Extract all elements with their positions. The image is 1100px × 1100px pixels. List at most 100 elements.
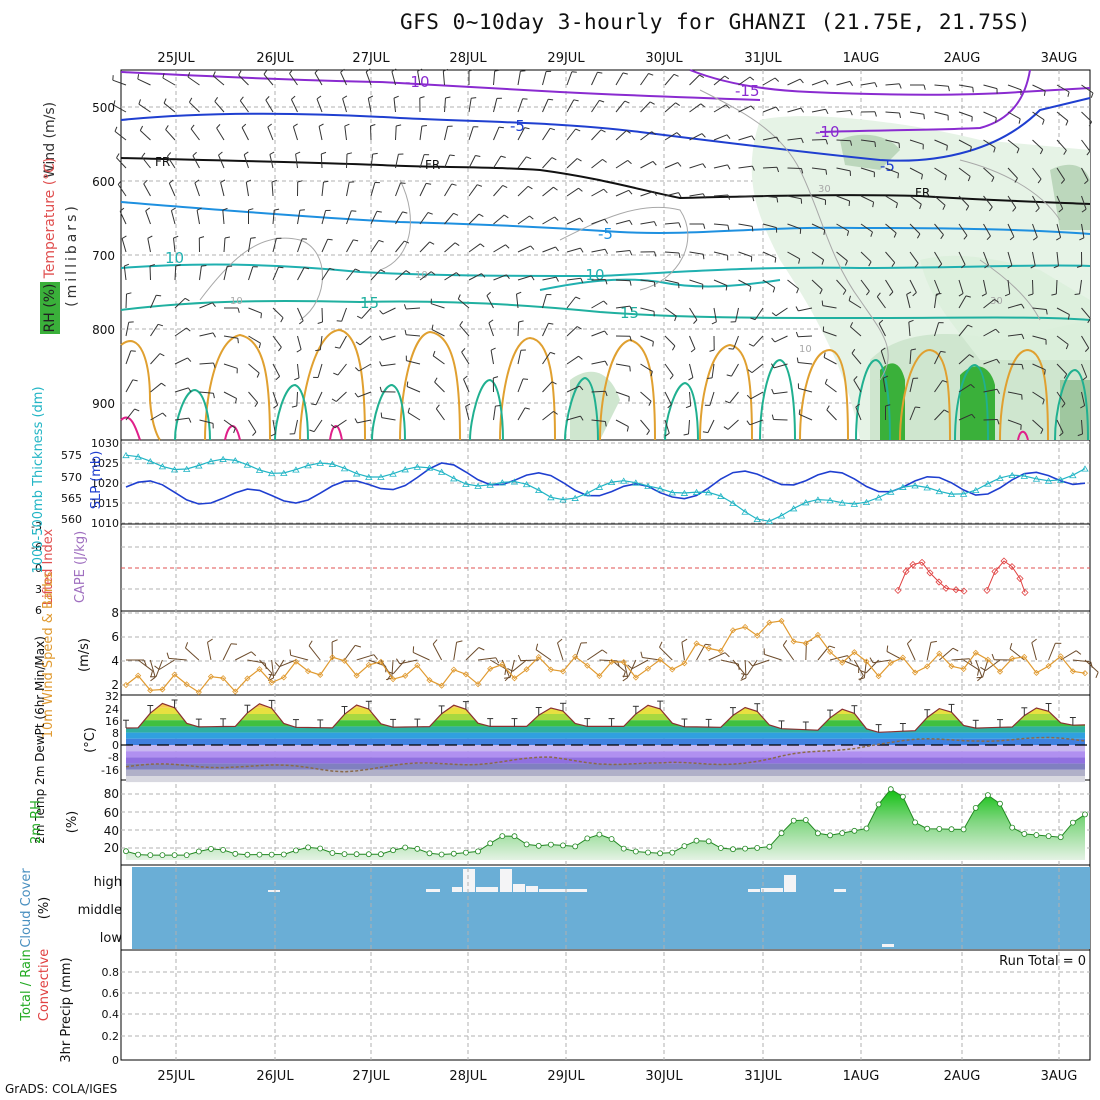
thickness-point [243,461,252,468]
upper-wind-barb-flag [263,69,268,75]
upper-wind-barb-flag [627,160,632,165]
upper-wind-barb-flag [967,324,973,328]
date-label-bottom: 31JUL [744,1069,782,1084]
thickness-point [850,500,859,507]
upper-wind-barb [406,386,421,393]
upper-wind-barb [434,381,445,393]
upper-wind-barb-flag [604,249,608,255]
rh-axis-label: RH (%) [42,284,58,333]
wind-barb [587,649,603,661]
wind-barb [465,647,480,661]
upper-temperature-contours [120,69,1091,321]
upper-wind-barb [664,251,680,254]
upper-wind-barb [958,251,966,265]
upper-wind-barb [566,326,578,337]
upper-wind-barb [1081,167,1089,181]
rh-point [766,843,773,850]
upper-wind-barb [419,271,432,281]
rh-point [195,848,202,855]
rh2m-axis-label: 2m RH [29,800,44,844]
wind-barb [557,642,564,661]
upper-wind-barb [811,139,827,141]
upper-wind-barb-flag [465,403,471,407]
upper-wind-barb-flag [915,406,921,409]
upper-wind-barb [640,160,654,169]
wind-barb-flag [977,669,980,676]
upper-wind-barb-flag [393,95,399,99]
upper-wind-barb [241,127,249,141]
upper-wind-barb-flag [239,96,244,102]
upper-wind-barb [1032,419,1044,430]
upper-wind-barb [444,154,451,169]
upper-wind-barb [340,72,347,86]
upper-wind-barb [855,406,862,421]
upper-wind-barb-flag [121,235,127,239]
upper-wind-barb-flag [874,111,877,117]
thickness-point [729,499,737,507]
upper-wind-barb [878,323,886,337]
rh-point [462,849,469,856]
upper-wind-barb-flag [147,235,153,239]
ytick-label: 0 [35,562,42,575]
upper-wind-barb-flag [996,358,1001,364]
wind-barb-flag [869,657,874,664]
wind-barb-flag [274,662,280,668]
upper-wind-barb [341,307,347,322]
upper-wind-barb [223,237,226,253]
upper-wind-barb-flag [457,294,461,300]
upper-wind-barb-flag [196,207,202,211]
ytick-label: 8 [111,606,119,620]
upper-wind-barb-flag [889,291,894,296]
upper-wind-barb-flag [494,69,500,72]
wind-barb-flag [432,639,438,645]
wind-speed-point [280,674,287,681]
upper-wind-barb [370,240,380,253]
upper-wind-barb-flag [844,260,848,266]
wind-barb-flag [395,658,401,664]
thickness-point [1020,472,1029,479]
upper-wind-barb-flag [293,123,298,128]
upper-wind-barb-flag [908,319,914,323]
upper-wind-barb [1081,139,1091,152]
wind-speed-point [329,654,336,661]
cloud-cover-blocks [268,869,894,947]
upper-wind-barb-flag [849,81,854,86]
rh-point [548,841,554,848]
upper-wind-barb [591,188,604,197]
millibars-axis-label: (millibars) [64,203,80,307]
upper-wind-barb-flag [380,412,383,418]
upper-wind-barb [1056,111,1069,122]
upper-wind-barb [162,77,176,86]
rh-point [620,845,627,852]
upper-wind-barb-flag [126,292,132,295]
upper-wind-barb-flag [1084,180,1089,185]
upper-wind-barb [444,272,457,281]
upper-wind-barb [798,307,813,312]
upper-wind-barb-flag [899,112,901,118]
upper-wind-barb [591,159,603,169]
upper-wind-barb-flag [752,196,755,202]
upper-wind-barb [1056,195,1064,210]
upper-wind-barb-flag [936,293,942,295]
wind-barb [399,659,418,665]
upper-wind-barb-flag [434,377,438,383]
upper-wind-barb [395,125,397,141]
upper-wind-barb-flag [944,175,947,181]
wind-speed-point [292,658,300,665]
upper-wind-barb [468,273,482,281]
upper-wind-barb [909,349,912,365]
rh-point [742,845,748,852]
rh-point [985,792,991,798]
upper-wind-barb [189,101,200,113]
upper-wind-barb [664,73,675,86]
upper-wind-barb [297,363,300,378]
wind-barb [155,659,163,677]
contour-label: -10 [815,123,840,141]
upper-wind-barb-flag [238,70,242,76]
upper-wind-barb [346,210,352,225]
wind-barb-flag [504,668,507,675]
upper-wind-barb [591,279,606,281]
upper-wind-barb-flag [380,269,386,273]
wind-barb [432,643,443,661]
wind-speed-point [535,653,542,661]
